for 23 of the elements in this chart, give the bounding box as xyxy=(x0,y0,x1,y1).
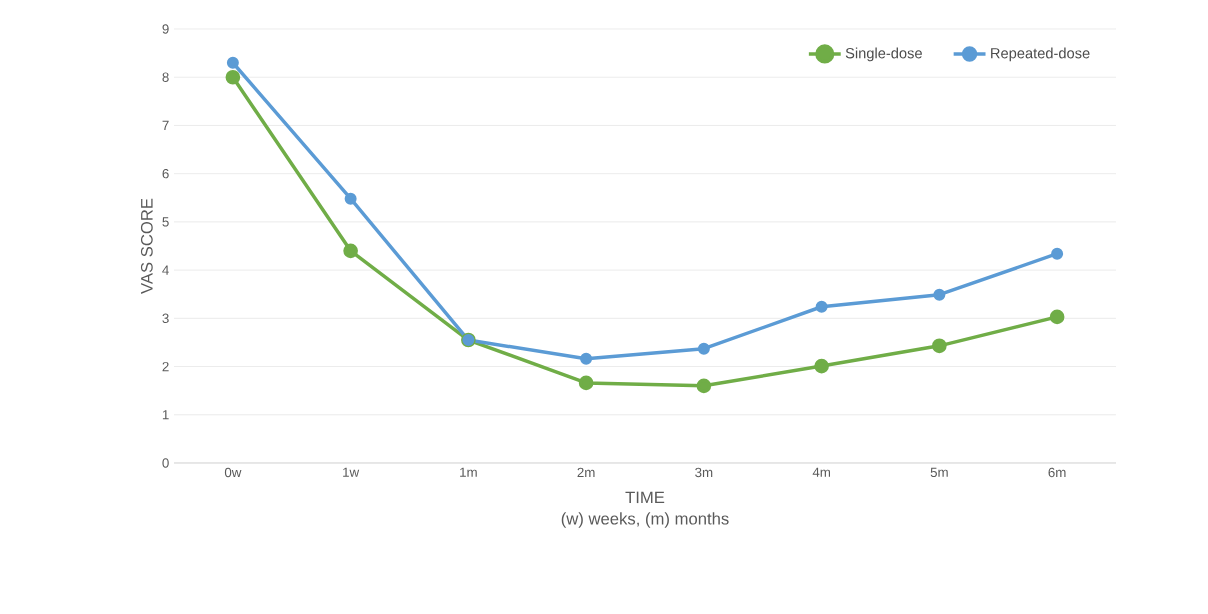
x-tick-label: 1m xyxy=(460,467,477,477)
text: (w) weeks, (m) months xyxy=(561,512,729,528)
x-tick-label: 0w xyxy=(224,467,242,478)
x-tick-label: 6m xyxy=(1048,467,1066,478)
y-tick-label: 3 xyxy=(162,313,169,324)
legend-label: Single-dose xyxy=(845,47,922,62)
x-tick-label: 3m xyxy=(695,467,713,478)
x-tick-label: 2m xyxy=(577,467,595,478)
x-tick-label: 4m xyxy=(812,467,830,477)
y-tick-label: 9 xyxy=(162,24,169,34)
y-tick-label: 7 xyxy=(162,120,169,131)
x-tick-label: 1w xyxy=(343,467,360,477)
y-tick-label: 6 xyxy=(162,168,169,179)
y-axis-title: VAS SCORE xyxy=(140,198,153,294)
x-tick-label: 5m xyxy=(930,467,948,477)
y-tick-label: 0 xyxy=(162,458,169,468)
x-axis-title: TIME xyxy=(625,491,665,504)
y-tick-label: 2 xyxy=(162,361,169,372)
y-tick-label: 5 xyxy=(162,217,169,227)
legend-label: Repeated-dose xyxy=(991,47,1090,62)
y-tick-label: 1 xyxy=(162,410,169,420)
y-tick-label: 8 xyxy=(162,72,169,82)
y-tick-label: 4 xyxy=(162,265,169,275)
